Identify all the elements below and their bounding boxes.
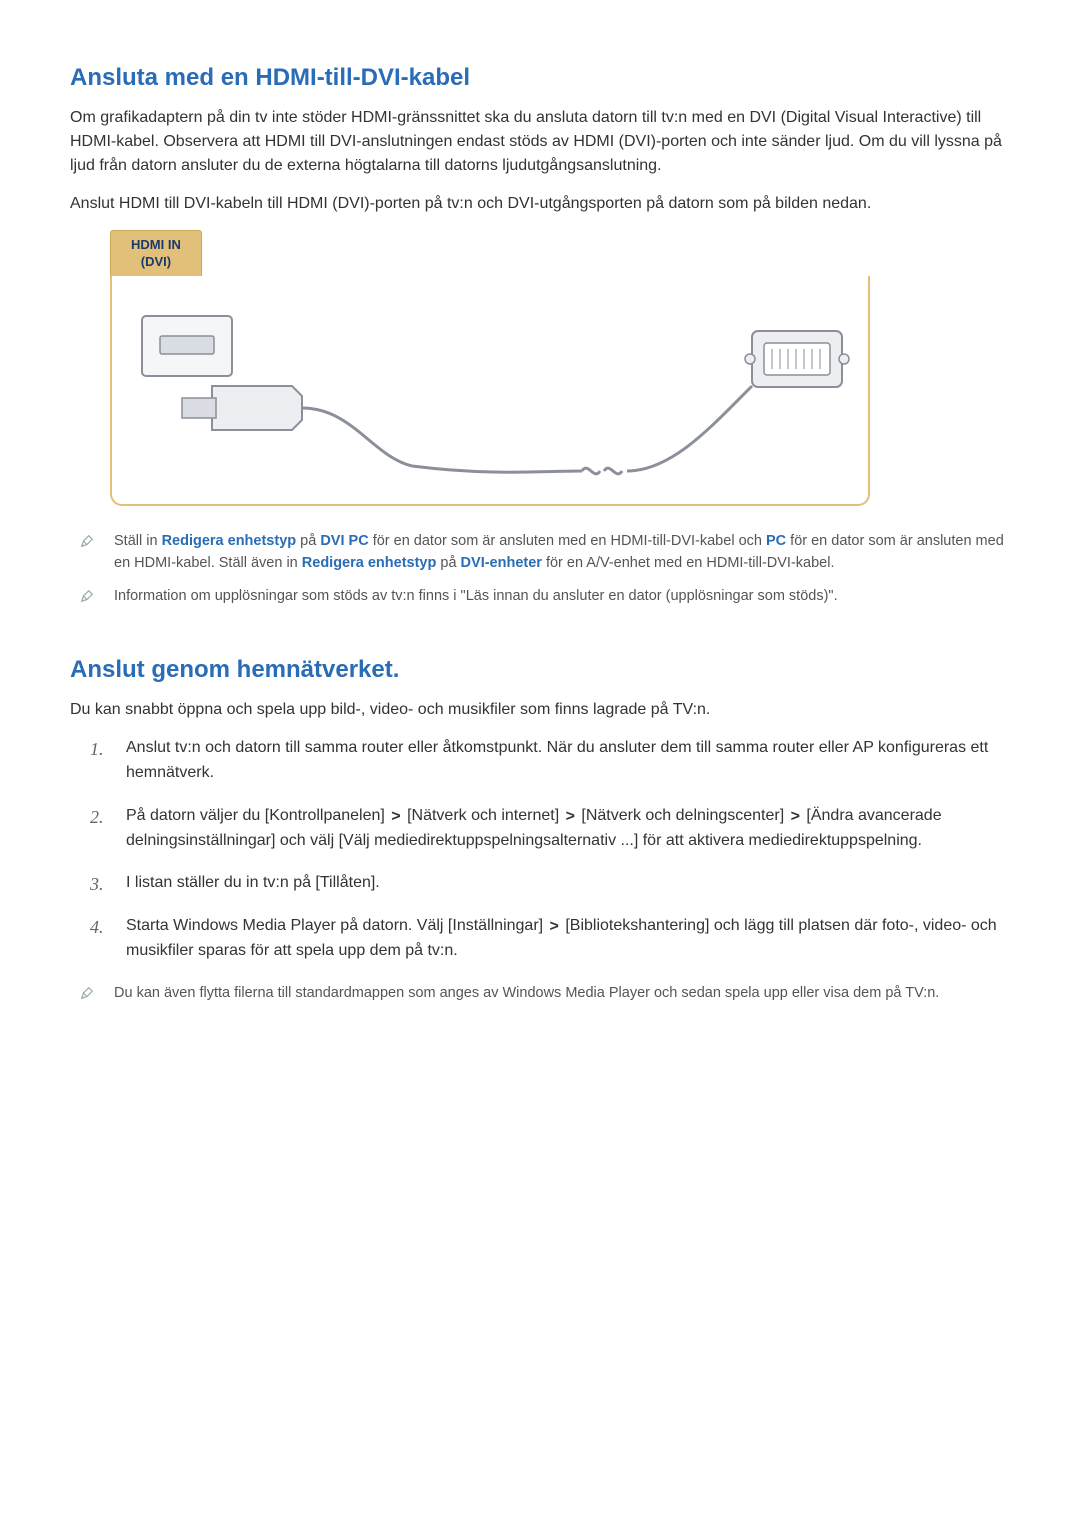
section1-para2: Anslut HDMI till DVI-kabeln till HDMI (D…	[70, 192, 1010, 216]
step-item: Starta Windows Media Player på datorn. V…	[90, 914, 1010, 964]
pencil-icon	[80, 533, 96, 555]
section1-title: Ansluta med en HDMI-till-DVI-kabel	[70, 64, 1010, 92]
hdmi-label-line1: HDMI IN	[131, 237, 181, 252]
section2-title: Anslut genom hemnätverket.	[70, 656, 1010, 684]
note2: Information om upplösningar som stöds av…	[80, 585, 1010, 610]
note1-text: Ställ in Redigera enhetstyp på DVI PC fö…	[114, 530, 1010, 575]
connection-diagram: HDMI IN (DVI)	[110, 230, 1010, 506]
section2-intro: Du kan snabbt öppna och spela upp bild-,…	[70, 698, 1010, 722]
hdmi-port-label: HDMI IN (DVI)	[110, 230, 202, 278]
hdmi-label-line2: (DVI)	[141, 254, 171, 269]
pencil-icon	[80, 588, 96, 610]
step-item: Anslut tv:n och datorn till samma router…	[90, 736, 1010, 786]
cable-diagram-svg	[112, 276, 872, 506]
step-item: I listan ställer du in tv:n på [Tillåten…	[90, 871, 1010, 896]
pencil-icon	[80, 985, 96, 1007]
section1-para1: Om grafikadaptern på din tv inte stöder …	[70, 106, 1010, 178]
step-item: På datorn väljer du [Kontrollpanelen] > …	[90, 804, 1010, 854]
steps-list: Anslut tv:n och datorn till samma router…	[90, 736, 1010, 964]
note1: Ställ in Redigera enhetstyp på DVI PC fö…	[80, 530, 1010, 575]
section2-note: Du kan även flytta filerna till standard…	[80, 982, 1010, 1007]
note2-text: Information om upplösningar som stöds av…	[114, 585, 1010, 607]
diagram-box	[110, 276, 870, 506]
section2-note-text: Du kan även flytta filerna till standard…	[114, 982, 1010, 1004]
